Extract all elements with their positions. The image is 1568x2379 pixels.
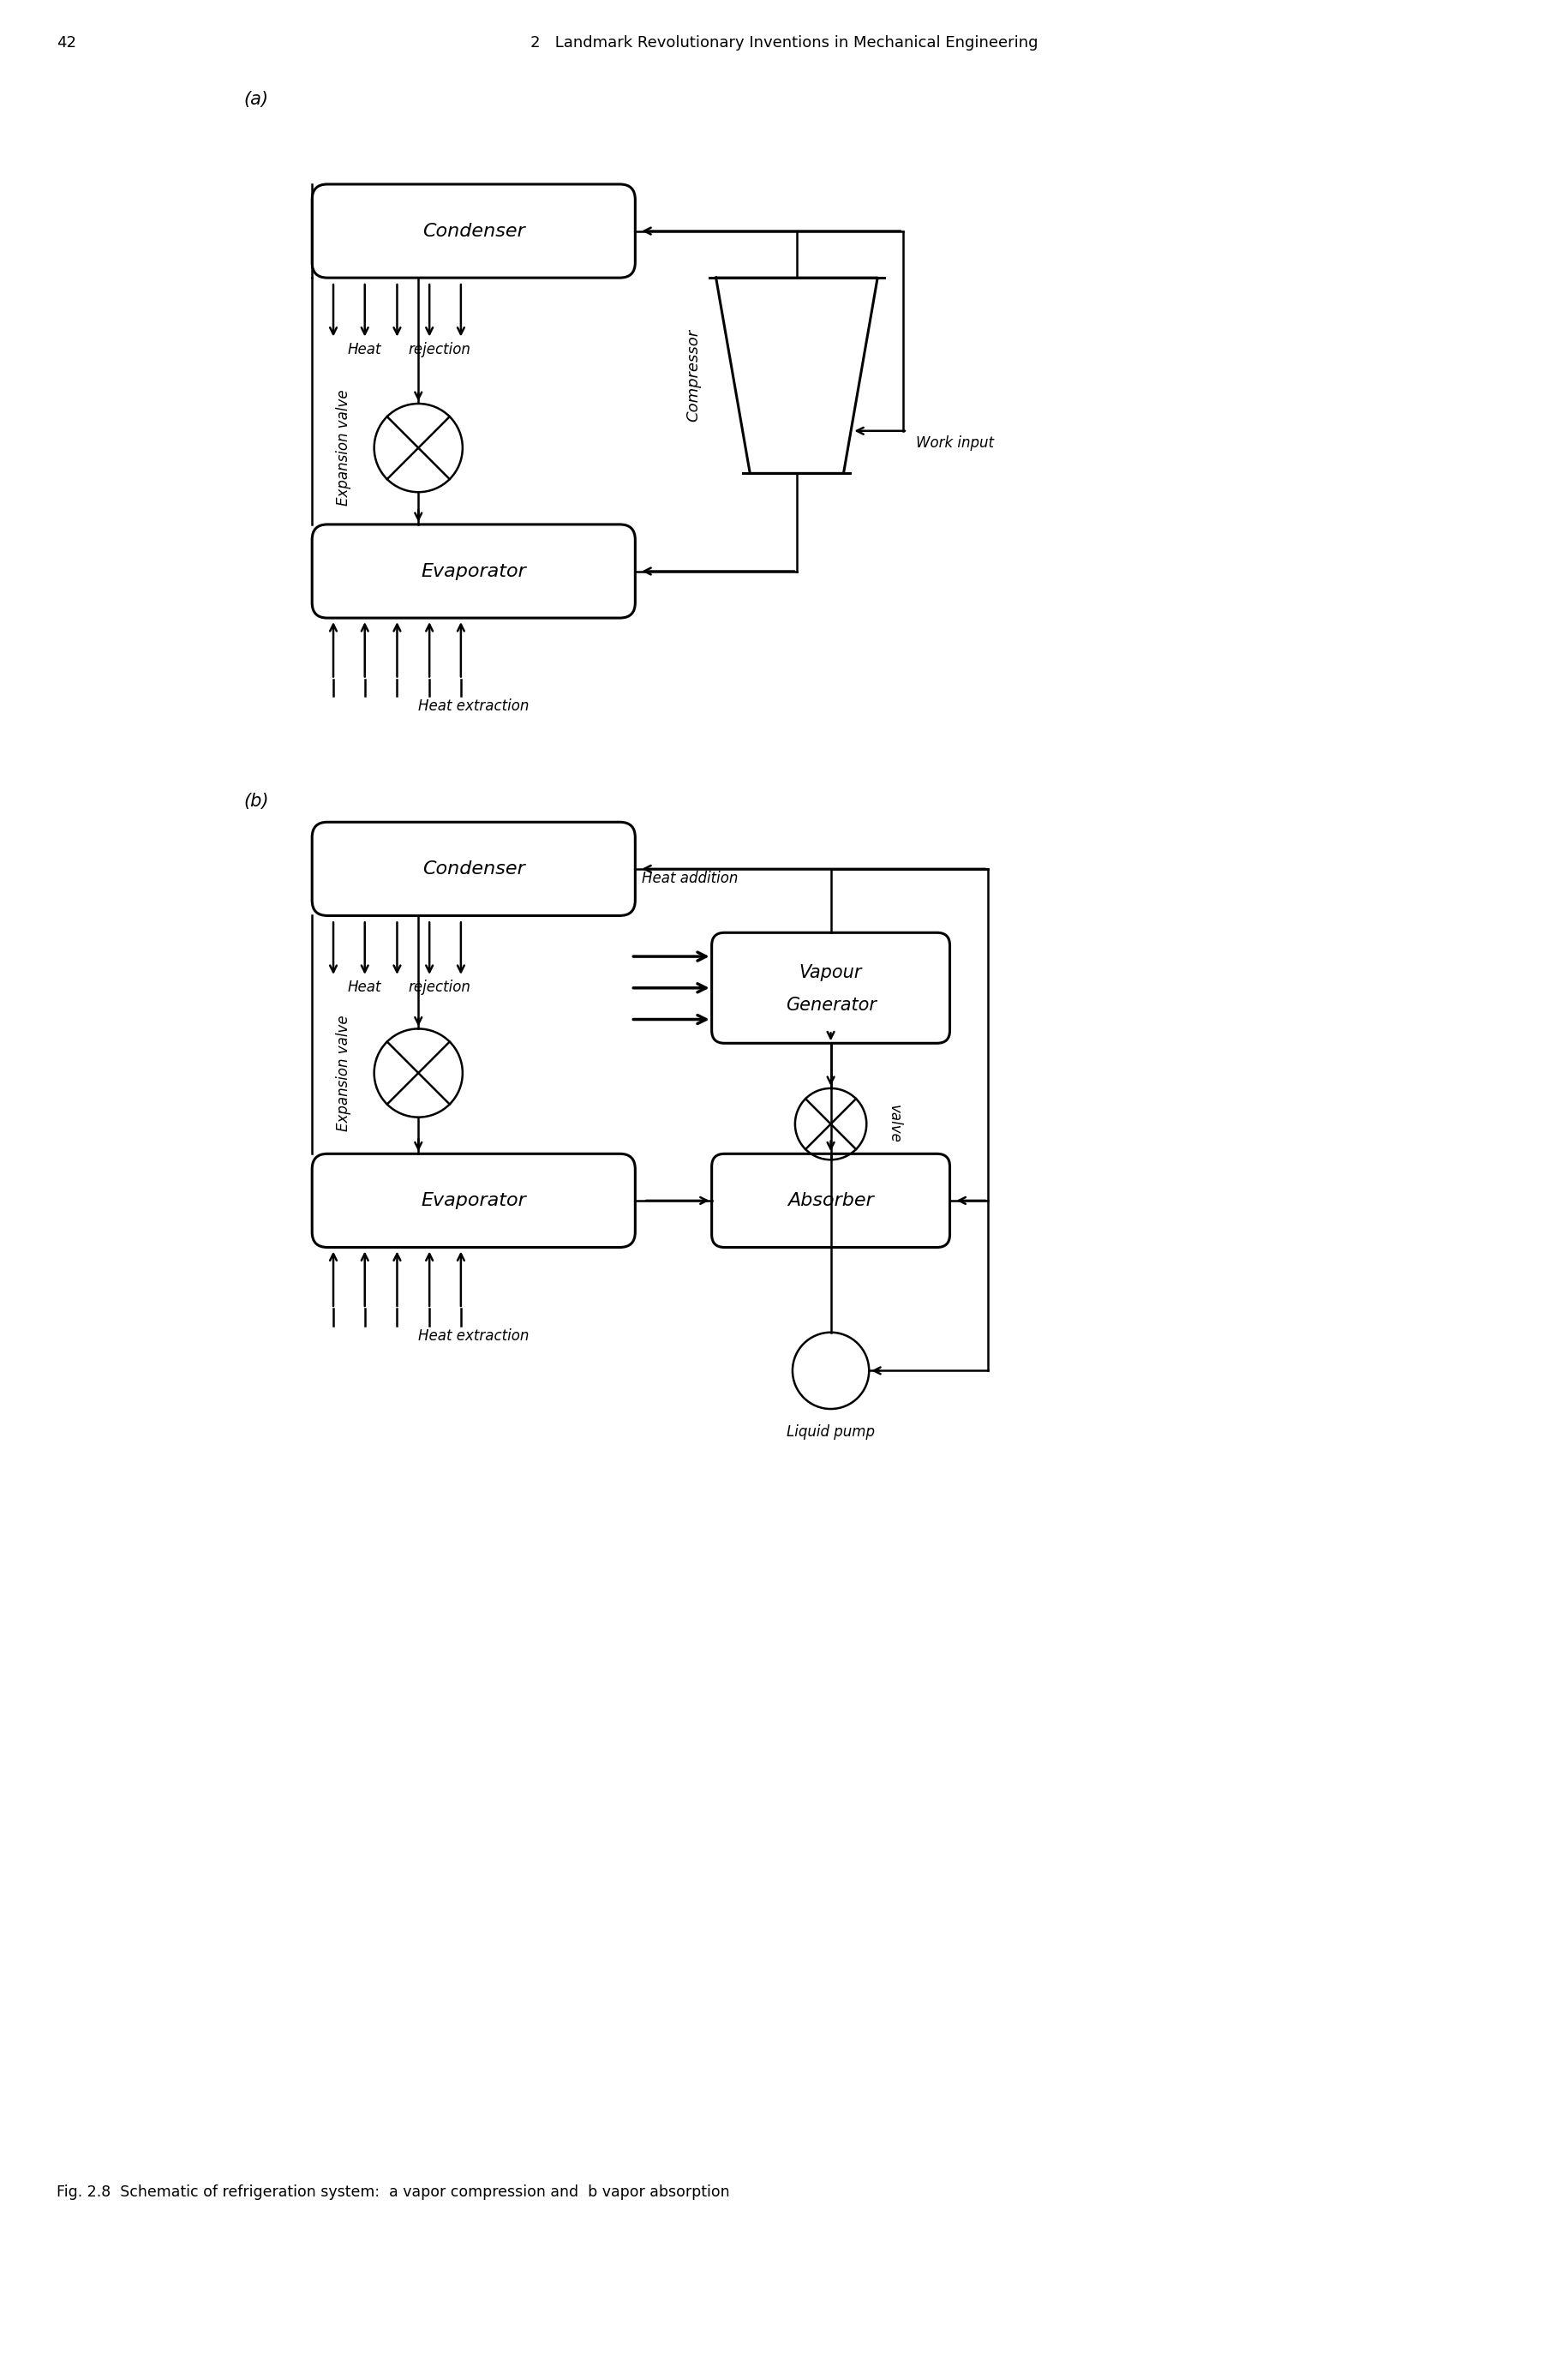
Text: Heat: Heat <box>348 980 381 994</box>
Text: 42: 42 <box>56 36 77 50</box>
Text: Evaporator: Evaporator <box>420 1192 525 1209</box>
Text: (b): (b) <box>245 792 270 809</box>
Text: Absorber: Absorber <box>787 1192 873 1209</box>
Text: Fig. 2.8  Schematic of refrigeration system:  a vapor compression and  b vapor a: Fig. 2.8 Schematic of refrigeration syst… <box>56 2184 729 2201</box>
Text: 2   Landmark Revolutionary Inventions in Mechanical Engineering: 2 Landmark Revolutionary Inventions in M… <box>530 36 1038 50</box>
Text: Condenser: Condenser <box>422 221 525 240</box>
Text: Work input: Work input <box>916 435 993 450</box>
Text: Heat: Heat <box>348 343 381 357</box>
Text: Generator: Generator <box>786 997 875 1013</box>
Text: Evaporator: Evaporator <box>420 561 525 580</box>
Text: Vapour: Vapour <box>798 963 862 980</box>
Text: rejection: rejection <box>408 980 470 994</box>
Text: Heat addition: Heat addition <box>641 871 739 885</box>
Text: rejection: rejection <box>408 343 470 357</box>
Text: Expansion valve: Expansion valve <box>336 390 351 507</box>
Text: Heat extraction: Heat extraction <box>419 699 528 714</box>
Text: Expansion valve: Expansion valve <box>336 1016 351 1130</box>
Text: Liquid pump: Liquid pump <box>786 1425 875 1439</box>
Text: Heat extraction: Heat extraction <box>419 1327 528 1344</box>
Text: valve: valve <box>886 1104 902 1144</box>
Text: Compressor: Compressor <box>685 328 701 421</box>
Text: Condenser: Condenser <box>422 861 525 878</box>
Text: (a): (a) <box>245 90 268 107</box>
